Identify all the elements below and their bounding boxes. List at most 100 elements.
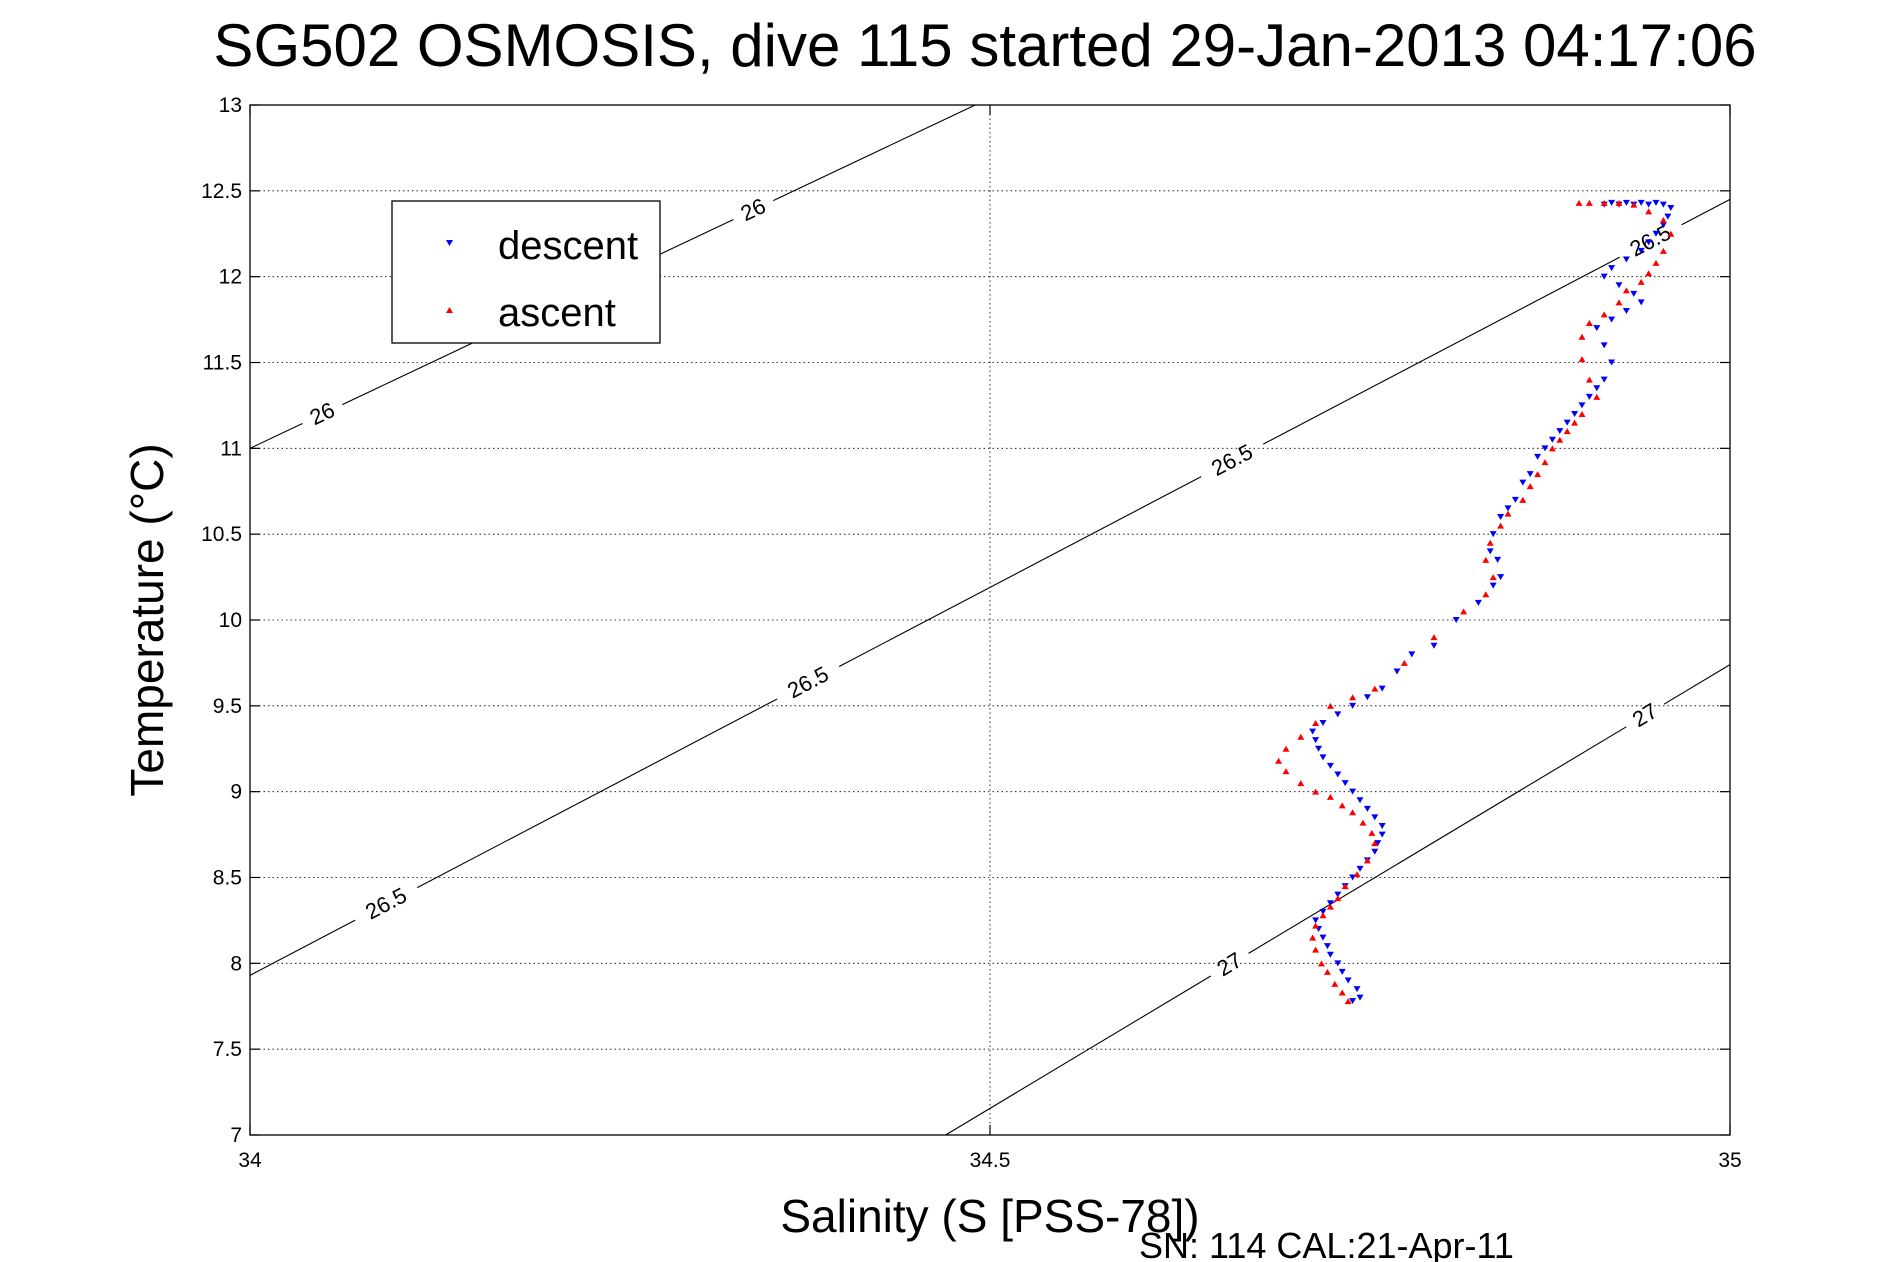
ascent-point bbox=[1667, 230, 1675, 237]
descent-point bbox=[1356, 797, 1364, 804]
ascent-point bbox=[1548, 445, 1556, 452]
ascent-point bbox=[1659, 247, 1667, 254]
ascent-point bbox=[1482, 591, 1490, 598]
descent-point bbox=[1334, 891, 1342, 898]
descent-point bbox=[1371, 848, 1379, 855]
descent-point bbox=[1489, 531, 1497, 538]
ascent-point bbox=[1318, 960, 1326, 967]
ascent-point bbox=[1344, 998, 1352, 1005]
ascent-point bbox=[1460, 608, 1468, 615]
density-contour-27 bbox=[1663, 664, 1731, 705]
descent-point bbox=[1356, 865, 1364, 872]
descent-point bbox=[1309, 728, 1317, 735]
descent-point bbox=[1608, 359, 1616, 366]
footer-serial-calibration: SN: 114 CAL:21-Apr-11 bbox=[1139, 1225, 1514, 1262]
descent-point bbox=[1338, 968, 1346, 975]
descent-point bbox=[1630, 290, 1638, 297]
descent-point bbox=[1319, 720, 1327, 726]
legend-descent-label: descent bbox=[498, 224, 638, 268]
ascent-point bbox=[1338, 802, 1346, 809]
ascent-point bbox=[1282, 768, 1290, 775]
descent-point bbox=[1659, 222, 1667, 229]
descent-point bbox=[1319, 908, 1327, 915]
ascent-point bbox=[1659, 217, 1667, 224]
legend-box bbox=[391, 200, 661, 344]
grid-lines bbox=[250, 105, 1730, 1135]
ascent-point bbox=[1497, 522, 1505, 529]
density-contour-26.5 bbox=[1262, 256, 1620, 445]
descent-point bbox=[1608, 199, 1616, 206]
ascent-point bbox=[1275, 757, 1283, 764]
y-tick-label: 11 bbox=[220, 437, 242, 460]
ascent-point bbox=[1585, 199, 1593, 206]
ascent-point bbox=[1645, 270, 1653, 277]
descent-point bbox=[1637, 199, 1645, 206]
ascent-point bbox=[1326, 793, 1334, 800]
y-axis-label: Temperature (°C) bbox=[121, 443, 173, 796]
descent-point bbox=[1615, 282, 1623, 289]
y-tick-label: 7 bbox=[230, 1124, 242, 1147]
legend: descent ascent bbox=[391, 200, 661, 344]
data-markers bbox=[1275, 199, 1675, 1005]
descent-point bbox=[1349, 702, 1357, 709]
y-tick-label: 13 bbox=[219, 94, 242, 117]
density-contour-27 bbox=[1248, 726, 1627, 954]
descent-point bbox=[1319, 754, 1327, 761]
descent-point bbox=[1578, 402, 1586, 409]
density-contour-27 bbox=[945, 975, 1212, 1136]
ascent-point bbox=[1312, 946, 1320, 953]
descent-point bbox=[1645, 239, 1653, 246]
ascent-point bbox=[1519, 496, 1527, 503]
y-tick-label: 7.5 bbox=[213, 1038, 242, 1061]
descent-point bbox=[1497, 514, 1505, 520]
y-tick-label: 12 bbox=[219, 266, 242, 289]
ascent-point bbox=[1319, 912, 1327, 919]
chart-title: SG502 OSMOSIS, dive 115 started 29-Jan-2… bbox=[213, 12, 1756, 79]
descent-point bbox=[1600, 342, 1608, 349]
descent-point bbox=[1652, 199, 1660, 206]
descent-point bbox=[1600, 376, 1608, 383]
ascent-point bbox=[1615, 199, 1623, 206]
descent-point bbox=[1326, 951, 1334, 958]
descent-point bbox=[1486, 548, 1494, 555]
ascent-point bbox=[1652, 259, 1660, 266]
ascent-point bbox=[1575, 199, 1583, 206]
density-contour-26.5 bbox=[1681, 198, 1731, 226]
descent-point bbox=[1326, 900, 1334, 907]
y-tick-label: 11.5 bbox=[203, 352, 242, 375]
density-contour-26 bbox=[772, 104, 976, 202]
descent-point bbox=[1494, 556, 1502, 563]
ascent-point bbox=[1489, 574, 1497, 581]
ascent-point bbox=[1400, 659, 1408, 666]
ascent-point bbox=[1600, 199, 1608, 206]
descent-point bbox=[1344, 977, 1352, 984]
ascent-point bbox=[1353, 871, 1361, 878]
ascent-point bbox=[1563, 428, 1571, 435]
y-tick-label: 10.5 bbox=[201, 523, 242, 546]
ascent-point bbox=[1297, 780, 1305, 787]
y-tick-label: 12.5 bbox=[201, 180, 242, 203]
descent-point bbox=[1497, 574, 1505, 581]
ascent-point bbox=[1578, 411, 1586, 417]
descent-point bbox=[1353, 986, 1361, 993]
y-tick-label: 9.5 bbox=[213, 695, 242, 718]
descent-point bbox=[1645, 201, 1653, 208]
ascent-point bbox=[1297, 733, 1305, 740]
y-tick-label: 8.5 bbox=[213, 867, 242, 890]
descent-point bbox=[1504, 505, 1512, 512]
legend-descent-marker bbox=[446, 240, 453, 246]
descent-point bbox=[1637, 247, 1645, 254]
y-tick-label: 10 bbox=[219, 609, 242, 632]
descent-point bbox=[1563, 419, 1571, 426]
density-contour-26.5 bbox=[838, 476, 1202, 667]
ascent-point bbox=[1526, 483, 1534, 490]
x-tick-label: 34.5 bbox=[970, 1149, 1011, 1172]
axis-ticks: 7 7.5 8 8.5 9 9.5 10 10.5 11 11.5 12 12.5 13 34 34.5 35 bbox=[201, 94, 1742, 1172]
ascent-point bbox=[1323, 968, 1331, 975]
ascent-point bbox=[1556, 436, 1564, 443]
ascent-point bbox=[1334, 895, 1342, 902]
descent-point bbox=[1622, 199, 1630, 206]
ascent-point bbox=[1541, 459, 1549, 466]
descent-point bbox=[1664, 213, 1672, 220]
